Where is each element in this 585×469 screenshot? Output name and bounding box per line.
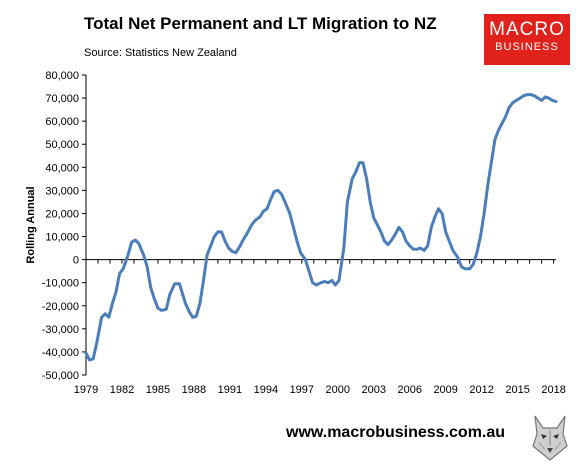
chart-title: Total Net Permanent and LT Migration to … xyxy=(84,14,437,33)
y-tick-label: 50,000 xyxy=(45,139,79,151)
footer-url: www.macrobusiness.com.au xyxy=(286,424,506,441)
y-axis-ticks: -50,000 -40,000 -30,000 -20,000 -10,000 0 10,0… xyxy=(42,70,86,382)
x-tick-label: 2015 xyxy=(505,384,529,396)
x-tick-label: 2009 xyxy=(433,384,457,396)
y-tick-label: -50,000 xyxy=(42,370,79,382)
y-tick-label: -40,000 xyxy=(42,347,79,359)
wolf-icon xyxy=(527,410,573,462)
y-tick-label: -10,000 xyxy=(42,278,79,290)
logo-line-1: MACRO xyxy=(489,19,565,40)
x-tick-label: 1979 xyxy=(74,384,98,396)
y-tick-label: 20,000 xyxy=(45,208,79,220)
chart-source: Source: Statistics New Zealand xyxy=(84,47,237,59)
x-tick-label: 1994 xyxy=(254,384,278,396)
y-tick-label: 80,000 xyxy=(45,70,79,82)
x-tick-label: 2006 xyxy=(397,384,421,396)
y-tick-label: 30,000 xyxy=(45,185,79,197)
x-tick-label: 1982 xyxy=(110,384,134,396)
chart-axes xyxy=(85,75,556,375)
x-tick-label: 1988 xyxy=(182,384,206,396)
x-tick-label: 1985 xyxy=(146,384,170,396)
y-tick-label: 40,000 xyxy=(45,162,79,174)
y-tick-label: 70,000 xyxy=(45,93,79,105)
series-line xyxy=(84,93,558,362)
y-tick-label: 0 xyxy=(73,255,79,267)
x-axis-ticks: 1979 1982 1985 1988 1991 1994 1997 2000 2003 2006… xyxy=(74,259,566,396)
x-tick-label: 1997 xyxy=(290,384,314,396)
x-tick-label: 2003 xyxy=(362,384,386,396)
x-tick-label: 2012 xyxy=(469,384,493,396)
logo-line-2: BUSINESS xyxy=(495,41,559,53)
y-tick-label: -30,000 xyxy=(42,324,79,336)
x-tick-label: 2018 xyxy=(541,384,565,396)
x-tick-label: 2000 xyxy=(326,384,350,396)
x-tick-label: 1991 xyxy=(218,384,242,396)
y-tick-label: -20,000 xyxy=(42,301,79,313)
macrobusiness-logo: MACRO BUSINESS xyxy=(484,14,570,65)
y-axis-label: Rolling Annual xyxy=(25,186,37,263)
y-tick-label: 60,000 xyxy=(45,116,79,128)
y-tick-label: 10,000 xyxy=(45,232,79,244)
